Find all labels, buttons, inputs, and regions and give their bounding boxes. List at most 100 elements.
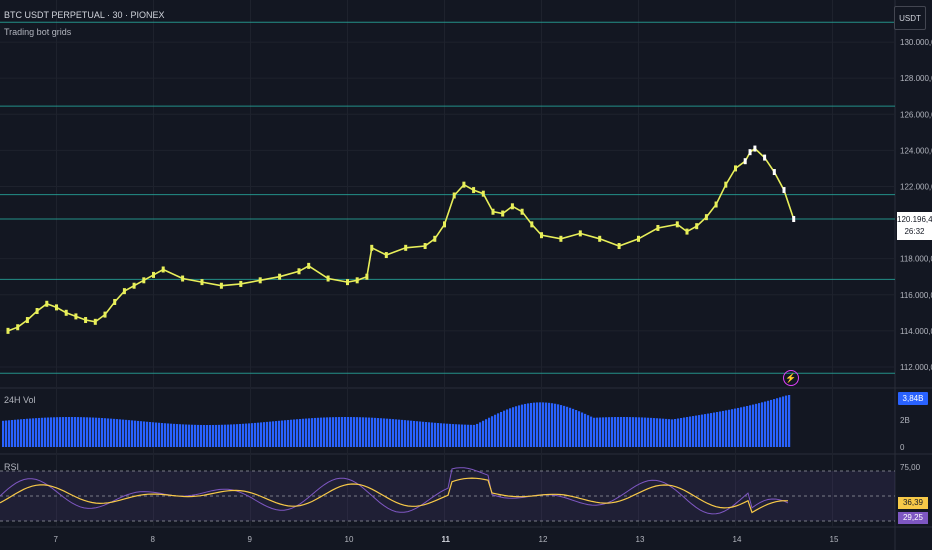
candle [103,311,107,318]
volume-bar [275,421,278,447]
volume-bar [326,417,329,447]
volume-bar [431,422,434,447]
volume-bar [398,419,401,447]
candle [16,324,20,331]
volume-bar [59,417,62,447]
volume-bar [65,417,68,447]
volume-bar [341,417,344,447]
volume-bar [545,402,548,447]
volume-bar [755,403,758,447]
time-axis-label: 11 [442,535,451,544]
volume-bar [686,417,689,447]
volume-bar [53,417,56,447]
candle [462,181,466,188]
rsi-axis-label: 75,00 [900,463,921,472]
volume-bar [752,404,755,447]
volume-bar [113,418,116,447]
volume-bar [452,424,455,447]
volume-bar [539,402,542,447]
volume-bar [659,418,662,447]
volume-bar [299,418,302,447]
volume-bar [599,417,602,447]
volume-bar [296,419,299,447]
volume-bar [350,417,353,447]
volume-bar [41,417,44,447]
volume-bar [764,401,767,447]
volume-bar [683,417,686,447]
volume-bar [335,417,338,447]
volume-bar [584,413,587,447]
volume-bar [368,417,371,447]
volume-bar [494,414,497,447]
volume-bar [638,417,641,447]
volume-bar [263,422,266,447]
volume-bar [497,413,500,447]
volume-bar [260,422,263,447]
candle [404,244,408,251]
volume-bar [158,422,161,447]
symbol-title[interactable]: BTC USDT PERPETUAL · 30 · PIONEX [4,10,165,20]
candle [675,221,679,228]
volume-bar [188,424,191,447]
volume-bar [434,422,437,447]
price-line [7,147,795,332]
volume-bar [104,418,107,447]
volume-bar [776,398,779,447]
candle [685,228,689,235]
time-axis-label: 12 [539,535,548,544]
volume-bar [278,420,281,447]
candle [617,243,621,250]
volume-bar [557,404,560,447]
volume-bar [512,407,515,447]
indicator-label[interactable]: Trading bot grids [4,27,72,37]
volume-bar [164,423,167,447]
volume-bar [734,408,737,447]
volume-bar [632,417,635,447]
volume-bar [569,407,572,447]
volume-bar [668,419,671,447]
candle [370,244,374,251]
volume-bar [413,420,416,447]
volume-bar [581,412,584,447]
volume-bar [386,418,389,447]
volume-bar [530,402,533,447]
volume-bar [281,420,284,447]
time-axis-label: 15 [830,535,839,544]
volume-bar [653,418,656,447]
candle [452,192,456,199]
volume-bar [107,418,110,447]
currency-button[interactable]: USDT [894,6,926,30]
volume-bar [320,417,323,447]
volume-bar [35,418,38,447]
candle [714,201,718,208]
price-axis-label: 118.000,0 [900,255,932,264]
volume-bar [251,423,254,447]
rsi-pane-label[interactable]: RSI [4,462,20,472]
volume-bar [608,417,611,447]
volume-pane-label[interactable]: 24H Vol [4,395,36,405]
volume-bar [14,419,17,447]
candle [501,210,505,217]
volume-bar [785,395,788,447]
volume-bar [77,417,80,447]
volume-bar [401,419,404,447]
rsi-line [0,467,789,515]
volume-bar [644,417,647,447]
candle [772,169,776,176]
candle [559,235,563,242]
volume-bar [377,418,380,447]
volume-bar [365,417,368,447]
volume-bar [215,424,218,447]
volume-bar [548,402,551,447]
lightning-icon[interactable]: ⚡ [783,370,799,386]
volume-bar [647,417,650,447]
volume-bar [179,424,182,447]
candle [481,190,485,197]
candle [540,232,543,239]
volume-bar [47,417,50,447]
volume-bar [344,417,347,447]
volume-bar [698,415,701,447]
candle [6,327,10,334]
candle [25,317,29,324]
